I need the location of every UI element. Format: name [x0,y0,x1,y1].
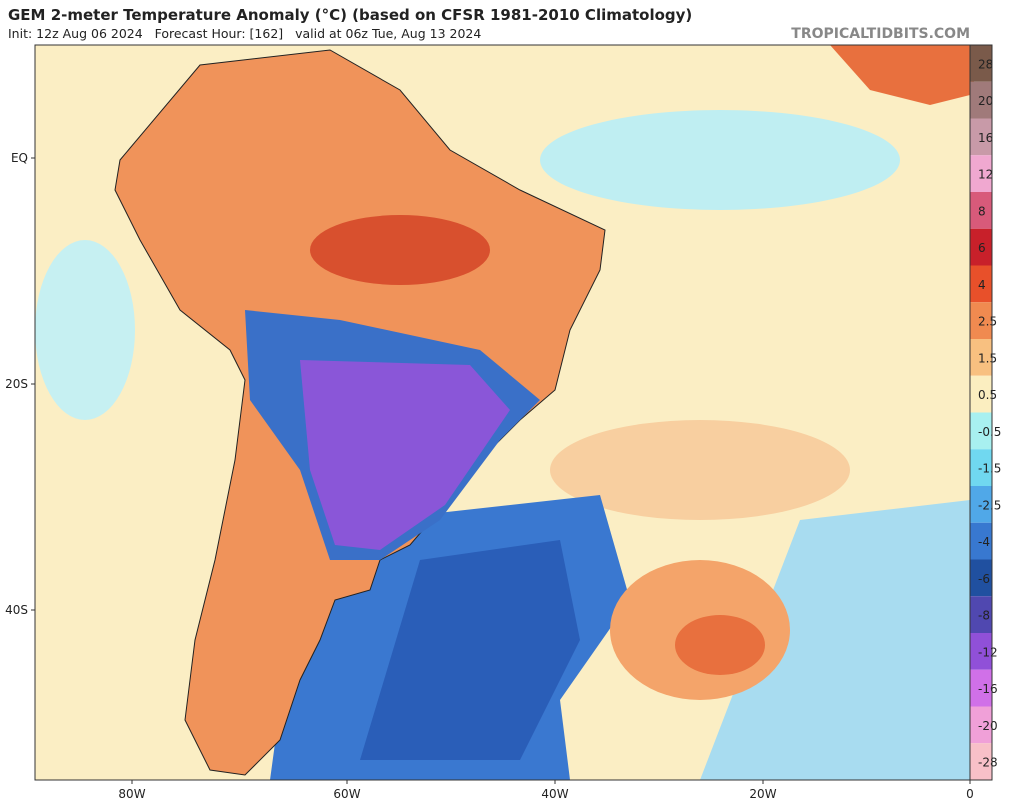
colorbar-segment [970,265,992,303]
colorbar-segment [970,449,992,486]
colorbar-segment [970,633,992,670]
lat-label: EQ [11,151,28,165]
colorbar-label: 2.5 [978,315,997,329]
africa [830,45,985,105]
lon-label: 80W [118,787,145,800]
anomaly-patch [35,240,135,420]
cold-ocean [360,540,580,760]
colorbar-label: -16 [978,682,998,696]
colorbar-label: -28 [978,756,998,770]
colorbar-segment [970,192,992,229]
colorbar-segment [970,339,992,376]
colorbar-segment [970,596,992,633]
colorbar-label: -12 [978,645,998,659]
colorbar-segment [970,302,992,339]
colorbar-label: -4 [978,535,990,549]
colorbar-label: -8 [978,609,990,623]
colorbar-segment [970,559,992,597]
watermark: TROPICALTIDBITS.COM [791,26,970,42]
colorbar-label: 12 [978,168,993,182]
colorbar-label: -1.5 [978,462,1001,476]
colorbar-label: 0.5 [978,388,997,402]
title: GEM 2-meter Temperature Anomaly (°C) (ba… [8,6,692,24]
colorbar-segment [970,706,992,744]
anomaly-patch [540,110,900,210]
colorbar-frame [969,44,993,781]
colorbar-label: -20 [978,719,998,733]
warm-patch [675,615,765,675]
colorbar-label: 20 [978,94,993,108]
anomaly-patch [550,420,850,520]
colorbar-segment [970,155,992,192]
colorbar-label: 6 [978,241,986,255]
colorbar-segment [970,486,992,523]
colorbar-segment [970,228,992,266]
lon-label: 20W [749,787,776,800]
colorbar-segment [970,522,992,560]
subtitle: Init: 12z Aug 06 2024 Forecast Hour: [16… [8,26,481,41]
colorbar-label: -0.5 [978,425,1001,439]
map-area [35,45,985,780]
colorbar-segment [970,45,992,82]
colorbar-segment [970,412,992,450]
colorbar-label: -2.5 [978,498,1001,512]
lon-label: 0 [966,787,974,800]
lat-label: 20S [5,377,28,391]
very-cold-land [300,360,510,550]
colorbar-segment [970,669,992,707]
lon-label: 60W [333,787,360,800]
colorbar-label: 1.5 [978,351,997,365]
lat-label: 40S [5,603,28,617]
colorbar-segment [970,743,992,780]
colorbar-segment [970,118,992,156]
colorbar-label: -6 [978,572,990,586]
warm-patch [310,215,490,285]
colorbar-segment [970,81,992,119]
colorbar-segment [970,375,992,413]
colorbar-label: 8 [978,204,986,218]
colorbar-label: 28 [978,57,993,71]
colorbar-label: 16 [978,131,993,145]
colorbar-label: 4 [978,278,986,292]
lon-label: 40W [541,787,568,800]
anomaly-patch [700,500,970,780]
